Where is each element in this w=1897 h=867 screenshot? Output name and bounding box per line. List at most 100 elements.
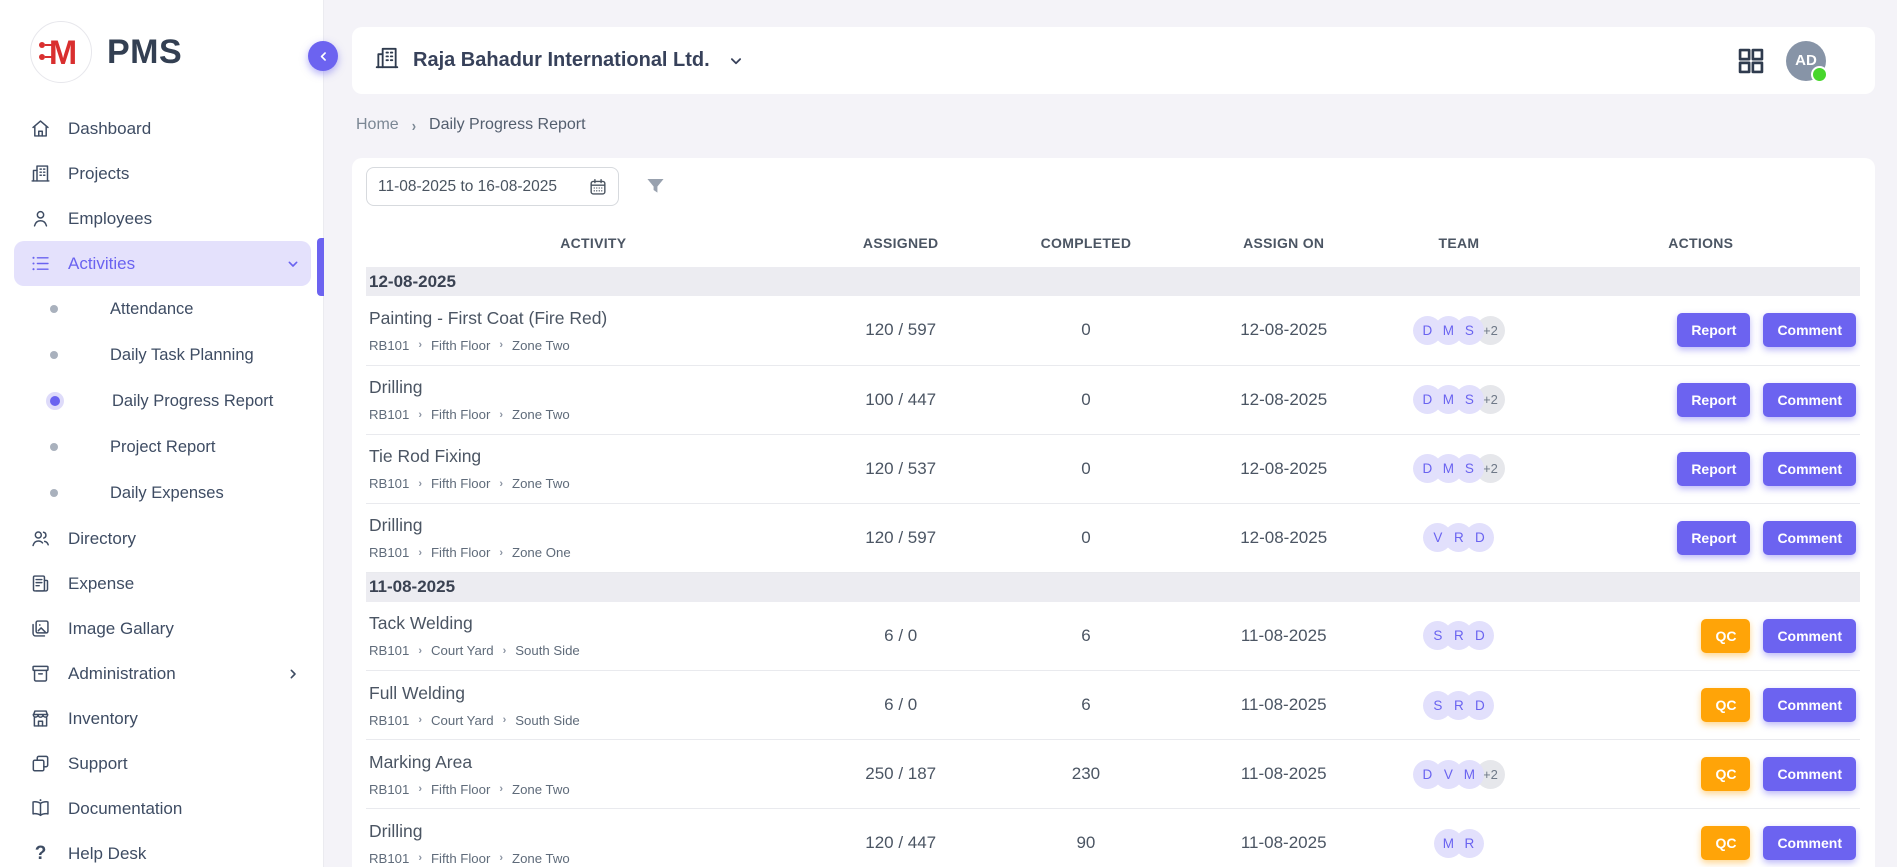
list-icon bbox=[30, 253, 51, 274]
company-selector[interactable]: Raja Bahadur International Ltd. bbox=[374, 45, 745, 76]
group-date-header: 12-08-2025 bbox=[366, 267, 1860, 296]
chevron-right-icon: › bbox=[418, 783, 422, 795]
sidebar-item-label: Administration bbox=[68, 664, 176, 684]
report-button[interactable]: Report bbox=[1677, 313, 1750, 347]
team-avatars: SRD bbox=[1377, 621, 1540, 650]
sidebar-item-image-gallary[interactable]: Image Gallary bbox=[14, 606, 311, 651]
report-button[interactable]: Report bbox=[1677, 521, 1750, 555]
sidebar-item-expense[interactable]: Expense bbox=[14, 561, 311, 606]
qc-button[interactable]: QC bbox=[1701, 619, 1750, 653]
team-avatars: DMS+2 bbox=[1377, 454, 1540, 483]
sidebar-item-activities[interactable]: Activities bbox=[14, 241, 311, 286]
sidebar-item-inventory[interactable]: Inventory bbox=[14, 696, 311, 741]
sidebar-item-label: Image Gallary bbox=[68, 619, 174, 639]
sidebar: M PMS Dashboard Projects EmployeesActiviti… bbox=[0, 0, 324, 867]
chevron-right-icon: › bbox=[418, 714, 422, 726]
chevron-right-icon: › bbox=[499, 478, 503, 490]
sidebar-item-directory[interactable]: Directory bbox=[14, 516, 311, 561]
table-row: Marking AreaRB101›Fifth Floor›Zone Two25… bbox=[366, 740, 1860, 809]
comment-button[interactable]: Comment bbox=[1763, 313, 1856, 347]
filter-funnel-icon[interactable] bbox=[644, 175, 667, 198]
location-part: RB101 bbox=[369, 713, 409, 728]
location-part: Fifth Floor bbox=[431, 782, 490, 797]
sub-item-label: Daily Progress Report bbox=[112, 392, 273, 411]
completed-value: 0 bbox=[981, 296, 1191, 365]
chevron-right-icon: › bbox=[499, 547, 503, 559]
actions-cell: Report Comment bbox=[1542, 365, 1860, 434]
actions-cell: QC Comment bbox=[1542, 671, 1860, 740]
avatar-chip: D bbox=[1413, 385, 1442, 414]
chevron-right-icon: › bbox=[418, 339, 422, 351]
sidebar-item-projects[interactable]: Projects bbox=[14, 151, 311, 196]
apps-grid-icon[interactable] bbox=[1735, 45, 1767, 77]
column-header-assigned: ASSIGNED bbox=[821, 219, 981, 267]
sub-item-daily-expenses[interactable]: Daily Expenses bbox=[14, 470, 311, 516]
chevron-right-icon: › bbox=[503, 714, 507, 726]
group-row: 12-08-2025 bbox=[366, 267, 1860, 296]
comment-button[interactable]: Comment bbox=[1763, 757, 1856, 791]
comment-button[interactable]: Comment bbox=[1763, 688, 1856, 722]
activity-title: Drilling bbox=[369, 377, 820, 398]
sidebar-collapse-button[interactable] bbox=[308, 41, 338, 71]
sidebar-item-label: Inventory bbox=[68, 709, 138, 729]
comment-button[interactable]: Comment bbox=[1763, 452, 1856, 486]
activity-title: Drilling bbox=[369, 515, 820, 536]
sub-item-project-report[interactable]: Project Report bbox=[14, 424, 311, 470]
chevron-right-icon: › bbox=[412, 116, 416, 134]
location-part: Court Yard bbox=[431, 713, 494, 728]
chevron-right-icon: › bbox=[503, 645, 507, 657]
group-date-header: 11-08-2025 bbox=[366, 572, 1860, 602]
comment-button[interactable]: Comment bbox=[1763, 826, 1856, 860]
question-icon: ? bbox=[30, 843, 51, 864]
report-button[interactable]: Report bbox=[1677, 383, 1750, 417]
sidebar-item-support[interactable]: Support bbox=[14, 741, 311, 786]
comment-button[interactable]: Comment bbox=[1763, 383, 1856, 417]
sidebar-item-administration[interactable]: Administration bbox=[14, 651, 311, 696]
chevron-right-icon: › bbox=[418, 409, 422, 421]
comment-button[interactable]: Comment bbox=[1763, 619, 1856, 653]
qc-button[interactable]: QC bbox=[1701, 826, 1750, 860]
image-icon bbox=[30, 618, 51, 639]
date-range-input[interactable]: 11-08-2025 to 16-08-2025 bbox=[366, 167, 619, 206]
actions-cell: QC Comment bbox=[1542, 602, 1860, 671]
active-section-indicator bbox=[317, 238, 324, 296]
column-header-assign-on: ASSIGN ON bbox=[1191, 219, 1376, 267]
main-content: Raja Bahadur International Ltd. AD Home … bbox=[324, 0, 1897, 867]
actions-cell: Report Comment bbox=[1542, 503, 1860, 572]
sidebar-item-dashboard[interactable]: Dashboard bbox=[14, 106, 311, 151]
assign-on-value: 11-08-2025 bbox=[1191, 602, 1376, 671]
user-avatar[interactable]: AD bbox=[1786, 41, 1826, 81]
app-logo: M PMS bbox=[0, 0, 323, 98]
table-header-row: ACTIVITY ASSIGNED COMPLETED ASSIGN ON TE… bbox=[366, 219, 1860, 267]
completed-value: 6 bbox=[981, 671, 1191, 740]
comment-button[interactable]: Comment bbox=[1763, 521, 1856, 555]
sub-item-daily-task-planning[interactable]: Daily Task Planning bbox=[14, 332, 311, 378]
location-part: Zone One bbox=[512, 545, 571, 560]
chevron-down-icon bbox=[723, 52, 745, 70]
sub-item-daily-progress-report[interactable]: Daily Progress Report bbox=[14, 378, 311, 424]
sidebar-item-documentation[interactable]: Documentation bbox=[14, 786, 311, 831]
receipt-icon bbox=[30, 573, 51, 594]
completed-value: 6 bbox=[981, 602, 1191, 671]
sub-item-attendance[interactable]: Attendance bbox=[14, 286, 311, 332]
avatar-chip: M bbox=[1434, 829, 1463, 858]
report-button[interactable]: Report bbox=[1677, 452, 1750, 486]
assigned-value: 120 / 597 bbox=[821, 296, 981, 365]
qc-button[interactable]: QC bbox=[1701, 757, 1750, 791]
sidebar-item-help-desk[interactable]: ?Help Desk bbox=[14, 831, 311, 867]
assign-on-value: 11-08-2025 bbox=[1191, 740, 1376, 809]
location-part: RB101 bbox=[369, 643, 409, 658]
completed-value: 230 bbox=[981, 740, 1191, 809]
qc-button[interactable]: QC bbox=[1701, 688, 1750, 722]
location-part: RB101 bbox=[369, 407, 409, 422]
sidebar-item-label: Projects bbox=[68, 164, 129, 184]
breadcrumb-home[interactable]: Home bbox=[356, 116, 399, 134]
location-part: Fifth Floor bbox=[431, 338, 490, 353]
sidebar-item-label: Expense bbox=[68, 574, 134, 594]
sidebar-item-employees[interactable]: Employees bbox=[14, 196, 311, 241]
activity-title: Full Welding bbox=[369, 683, 820, 704]
completed-value: 0 bbox=[981, 503, 1191, 572]
location-part: Zone Two bbox=[512, 407, 570, 422]
chevron-right-icon: › bbox=[499, 852, 503, 864]
assigned-value: 120 / 537 bbox=[821, 434, 981, 503]
